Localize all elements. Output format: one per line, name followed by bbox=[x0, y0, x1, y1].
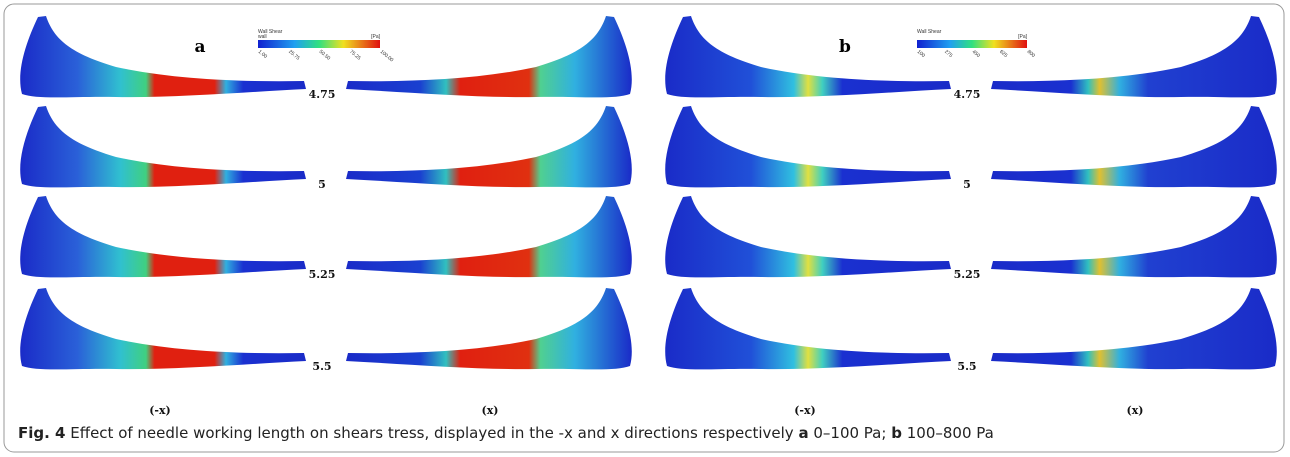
colorbar-unit: [Pa] bbox=[371, 34, 381, 40]
caption-b: b bbox=[891, 424, 902, 442]
row-label: 5 bbox=[963, 178, 971, 191]
caption-figure: Fig. 4 bbox=[18, 424, 65, 442]
figure: Fig. 4 Effect of needle working length o… bbox=[0, 0, 1290, 457]
row-label: 5.25 bbox=[954, 268, 981, 281]
col-label: (x) bbox=[482, 404, 499, 417]
caption: Fig. 4 Effect of needle working length o… bbox=[18, 424, 994, 442]
row-label: 4.75 bbox=[954, 88, 981, 101]
colorbar bbox=[917, 40, 1027, 48]
caption-b-range: 100–800 Pa bbox=[907, 424, 994, 442]
panel-label: b bbox=[839, 37, 851, 57]
frame bbox=[4, 4, 1284, 452]
row-label: 5.5 bbox=[957, 360, 976, 373]
row-label: 5 bbox=[318, 178, 326, 191]
caption-a-range: 0–100 Pa; bbox=[813, 424, 886, 442]
col-label: (x) bbox=[1127, 404, 1144, 417]
colorbar-unit: [Pa] bbox=[1018, 34, 1028, 40]
row-label: 5.25 bbox=[309, 268, 336, 281]
caption-text: Effect of needle working length on shear… bbox=[70, 424, 794, 442]
row-label: 5.5 bbox=[312, 360, 331, 373]
colorbar bbox=[258, 40, 380, 48]
page: {"panels": [ {"label": "a", "colorbar": … bbox=[0, 0, 1290, 457]
panel-label: a bbox=[194, 37, 205, 57]
colorbar-subtitle: wall bbox=[258, 34, 267, 40]
caption-a: a bbox=[798, 424, 808, 442]
col-label: (-x) bbox=[794, 404, 816, 417]
row-label: 4.75 bbox=[309, 88, 336, 101]
col-label: (-x) bbox=[149, 404, 171, 417]
colorbar-title: Wall Shear bbox=[917, 29, 942, 35]
